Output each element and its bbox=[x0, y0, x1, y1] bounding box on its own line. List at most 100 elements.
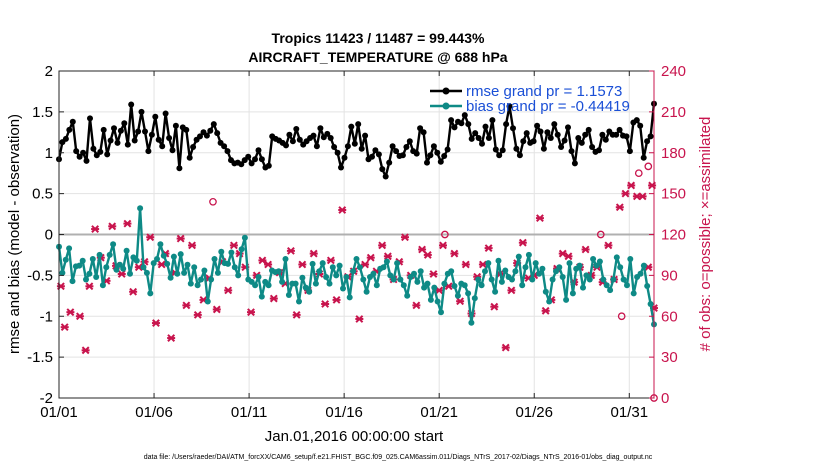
bias-point-66 bbox=[279, 278, 286, 285]
bias-point-122 bbox=[468, 319, 475, 326]
bias-point-23 bbox=[133, 257, 140, 264]
obs-assimilated-marker-47 bbox=[321, 300, 330, 308]
bias-point-118 bbox=[454, 292, 461, 299]
bias-point-11 bbox=[93, 274, 100, 280]
bias-point-1 bbox=[59, 269, 66, 276]
bias-point-30 bbox=[157, 241, 164, 248]
bias-point-141 bbox=[532, 260, 539, 267]
rmse-point-38 bbox=[186, 154, 193, 161]
obs-assimilated-marker-68 bbox=[438, 241, 447, 250]
rmse-point-133 bbox=[513, 145, 520, 152]
rmse-point-46 bbox=[214, 130, 221, 137]
bias-point-13 bbox=[99, 282, 106, 289]
bias-point-114 bbox=[441, 280, 448, 287]
rmse-point-67 bbox=[286, 131, 293, 138]
obs-assimilated-marker-5 bbox=[85, 282, 94, 291]
bias-point-38 bbox=[184, 261, 191, 268]
y-right-tick-label-6: 180 bbox=[661, 145, 686, 162]
bias-point-65 bbox=[275, 268, 282, 275]
rmse-point-101 bbox=[403, 144, 410, 150]
rmse-point-123 bbox=[479, 140, 485, 147]
bias-point-125 bbox=[478, 282, 485, 289]
y-right-tick-label-4: 120 bbox=[661, 227, 686, 244]
legend-bias-marker bbox=[442, 102, 450, 110]
bias-point-98 bbox=[387, 272, 394, 279]
bias-point-113 bbox=[438, 309, 444, 316]
bias-point-72 bbox=[299, 274, 306, 281]
rmse-point-4 bbox=[69, 118, 76, 125]
bias-point-164 bbox=[610, 276, 617, 283]
x-tick-label-1: 01/06 bbox=[135, 404, 173, 421]
rmse-point-113 bbox=[444, 146, 451, 153]
rmse-point-15 bbox=[107, 137, 114, 144]
obs-possible-marker-5 bbox=[644, 162, 653, 171]
rmse-point-37 bbox=[183, 126, 190, 133]
bias-point-169 bbox=[627, 256, 634, 262]
bias-point-108 bbox=[421, 284, 428, 291]
x-tick-label-0: 01/01 bbox=[40, 404, 78, 421]
y-right-tick-label-8: 240 bbox=[661, 63, 686, 80]
obs-assimilated-marker-55 bbox=[366, 253, 375, 262]
bias-point-45 bbox=[208, 276, 215, 283]
bias-point-94 bbox=[373, 282, 380, 289]
bias-point-103 bbox=[404, 292, 411, 299]
rmse-point-27 bbox=[148, 131, 155, 138]
rmse-point-12 bbox=[97, 148, 104, 155]
x-tick-label-3: 01/16 bbox=[325, 404, 363, 421]
bias-point-91 bbox=[363, 288, 370, 295]
rmse-point-61 bbox=[265, 162, 272, 169]
bias-point-58 bbox=[252, 282, 259, 289]
rmse-point-150 bbox=[571, 160, 578, 167]
rmse-point-25 bbox=[142, 128, 148, 135]
bias-point-152 bbox=[569, 290, 576, 297]
rmse-point-119 bbox=[465, 121, 472, 128]
rmse-point-19 bbox=[121, 120, 128, 127]
obs-assimilated-marker-63 bbox=[412, 301, 421, 310]
rmse-point-28 bbox=[152, 113, 159, 120]
rmse-point-3 bbox=[66, 126, 73, 133]
bias-point-84 bbox=[340, 285, 346, 292]
obs-assimilated-marker-100 bbox=[621, 189, 630, 198]
bias-point-86 bbox=[346, 294, 353, 301]
rmse-point-75 bbox=[313, 143, 320, 150]
rmse-point-168 bbox=[633, 117, 640, 124]
obs-assimilated-marker-58 bbox=[383, 252, 392, 261]
x-axis-label: Jan.01,2016 00:00:00 start bbox=[265, 428, 444, 445]
rmse-point-69 bbox=[293, 126, 300, 132]
obs-assimilated-marker-53 bbox=[355, 315, 364, 323]
rmse-point-9 bbox=[87, 115, 93, 122]
obs-assimilated-marker-13 bbox=[129, 287, 138, 296]
bias-point-68 bbox=[285, 292, 292, 298]
bias-point-46 bbox=[211, 256, 218, 262]
obs-assimilated-marker-34 bbox=[246, 308, 255, 317]
rmse-point-29 bbox=[155, 136, 162, 143]
rmse-point-111 bbox=[437, 158, 444, 165]
y-left-tick-label-4: 0 bbox=[45, 227, 53, 244]
obs-assimilated-marker-85 bbox=[535, 214, 544, 223]
rmse-point-14 bbox=[104, 151, 111, 158]
rmse-point-132 bbox=[510, 125, 516, 132]
rmse-point-135 bbox=[520, 138, 527, 145]
bias-point-76 bbox=[312, 280, 319, 287]
rmse-point-26 bbox=[145, 148, 152, 155]
obs-assimilated-marker-71 bbox=[456, 297, 465, 306]
bias-point-19 bbox=[120, 265, 127, 272]
bias-point-4 bbox=[69, 278, 76, 285]
rmse-point-17 bbox=[114, 139, 121, 146]
obs-assimilated-marker-16 bbox=[146, 233, 155, 242]
bias-point-117 bbox=[451, 283, 458, 289]
bias-point-154 bbox=[576, 262, 583, 269]
bias-point-47 bbox=[214, 269, 221, 276]
rmse-point-86 bbox=[351, 140, 358, 147]
y-left-tick-label-0: -2 bbox=[40, 390, 53, 407]
obs-assimilated-marker-48 bbox=[326, 256, 335, 265]
bias-point-132 bbox=[502, 267, 509, 274]
obs-assimilated-marker-20 bbox=[167, 334, 176, 342]
rmse-point-144 bbox=[551, 121, 558, 128]
rmse-point-107 bbox=[424, 159, 430, 166]
bias-point-101 bbox=[397, 276, 404, 283]
bias-point-137 bbox=[519, 282, 526, 289]
y-left-tick-label-8: 2 bbox=[45, 63, 53, 80]
bias-point-173 bbox=[640, 262, 647, 269]
bias-point-53 bbox=[235, 272, 242, 279]
